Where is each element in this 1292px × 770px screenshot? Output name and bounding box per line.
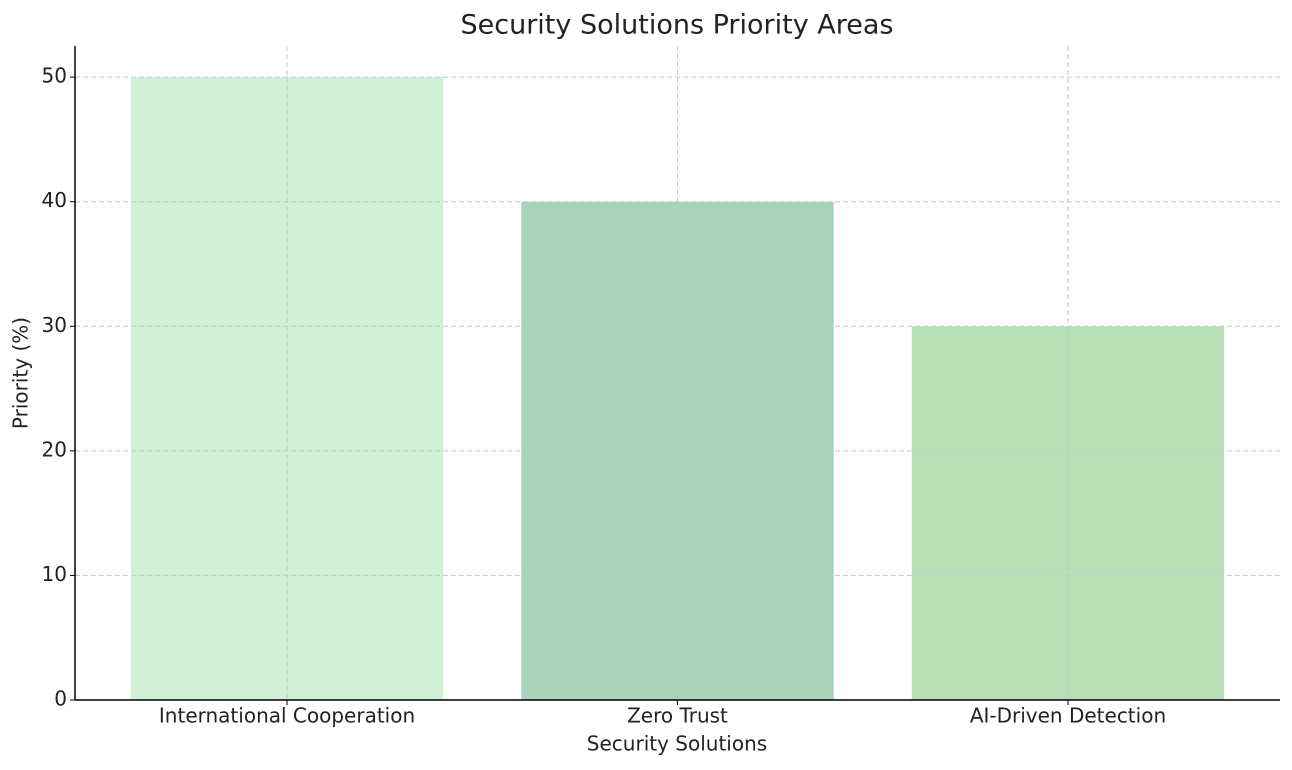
x-axis-label: Security Solutions (587, 732, 767, 756)
y-tick-label: 20 (42, 437, 67, 461)
y-tick-label: 0 (54, 687, 67, 711)
y-tick-label: 50 (42, 64, 67, 88)
y-tick-label: 30 (42, 313, 67, 337)
y-axis-label: Priority (%) (9, 317, 33, 429)
x-tick-label: AI-Driven Detection (970, 704, 1166, 728)
chart-title: Security Solutions Priority Areas (461, 10, 894, 41)
x-tick-label: International Cooperation (159, 704, 415, 728)
bar (130, 77, 444, 700)
y-tick-label: 10 (42, 562, 67, 586)
y-tick-label: 40 (42, 188, 67, 212)
x-tick-label: Zero Trust (627, 704, 728, 728)
